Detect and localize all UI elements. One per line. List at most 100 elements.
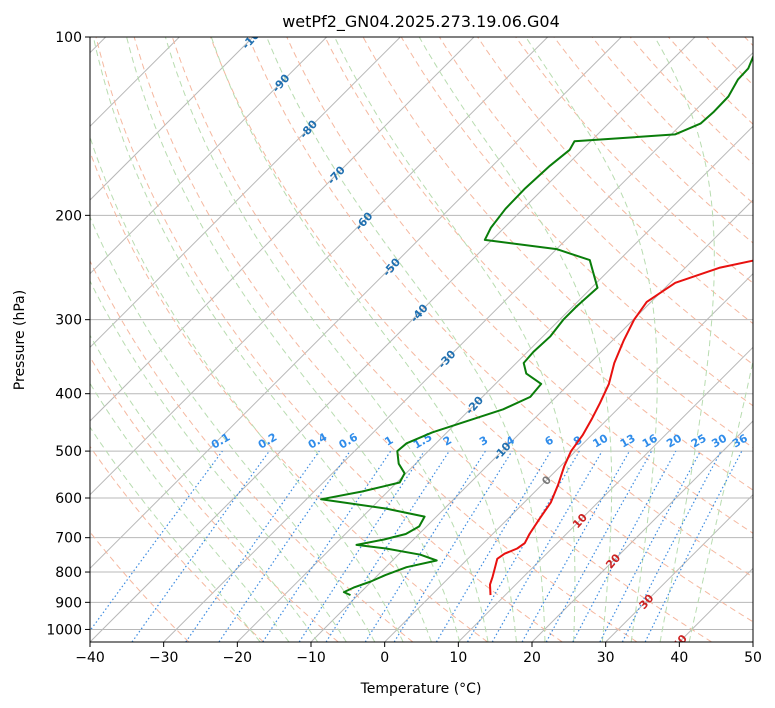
moist-adiabat-line — [418, 37, 613, 642]
isotherm-line — [531, 420, 753, 642]
mixing-ratio-label: 6 — [543, 433, 556, 448]
y-axis-ticks: 100 200 300 400 500 600 700 800 900 1000 — [46, 30, 90, 638]
mixing-ratio-lines — [90, 450, 743, 642]
dry-adiabat-line — [248, 37, 753, 578]
mixing-ratio-label: 1 — [382, 434, 395, 449]
moist-adiabat-line — [126, 37, 461, 642]
plot-area: 0.1 0.2 0.4 0.6 1 1.5 2 3 4 6 8 10 13 16 20 25 30 36-100-… — [90, 37, 753, 642]
dry-adiabat-line — [90, 259, 414, 642]
dewpoint-line — [320, 54, 753, 597]
x-tick-label: 0 — [380, 650, 389, 666]
chart-title: wetPf2_GN04.2025.273.19.06.G04 — [282, 12, 560, 32]
moist-adiabat-line — [654, 37, 715, 642]
isotherm-line — [90, 37, 549, 496]
mixing-ratio-label: 0.1 — [209, 431, 232, 452]
y-tick-label: 900 — [55, 595, 82, 611]
moist-adiabat-line — [90, 215, 376, 642]
dry-adiabat-line — [324, 37, 753, 491]
mixing-ratio-line — [435, 450, 552, 642]
dry-adiabat-line — [90, 531, 190, 642]
dry-adiabat-line — [668, 37, 753, 125]
mixing-ratio-line — [325, 450, 450, 642]
dry-adiabat-line — [744, 37, 753, 47]
dry-adiabat-line — [90, 445, 264, 642]
isotherm-line — [90, 37, 475, 422]
moist-adiabat-line — [90, 426, 261, 642]
moist-adiabat-line — [266, 37, 546, 642]
dry-adiabat-line — [706, 37, 753, 86]
x-tick-label: −40 — [75, 650, 105, 666]
mixing-ratio-label: 25 — [689, 432, 709, 451]
mixing-ratio-label: 13 — [618, 432, 638, 451]
y-tick-label: 100 — [55, 30, 82, 46]
x-axis-label: Temperature (°C) — [360, 681, 482, 697]
mixing-ratio-label: 16 — [640, 431, 660, 450]
dry-adiabat-line — [591, 37, 753, 204]
isotherm-line — [605, 493, 753, 642]
adiabat-labels: 0.1 0.2 0.4 0.6 1 1.5 2 3 4 6 8 10 13 16 20 25 30 36-100-… — [209, 37, 750, 642]
mixing-ratio-label: 3 — [477, 434, 490, 449]
x-tick-label: −10 — [296, 650, 326, 666]
moist-adiabat-line — [90, 135, 404, 642]
mixing-ratio-label: 2 — [441, 434, 454, 449]
mixing-ratio-line — [545, 450, 653, 642]
mixing-ratio-line — [262, 450, 392, 642]
dry-adiabat-line — [515, 37, 753, 284]
mixing-ratio-label: 0.4 — [306, 430, 330, 451]
plot-frame — [89, 36, 754, 643]
dry-adiabat-line — [171, 37, 712, 642]
moist-adiabat-line — [90, 382, 290, 642]
moist-adiabat-line — [164, 37, 489, 642]
mixing-ratio-line — [185, 450, 320, 642]
mixing-ratio-line — [572, 450, 677, 642]
y-tick-label: 400 — [55, 387, 82, 403]
isotherm-line — [90, 37, 328, 275]
x-tick-label: 20 — [523, 650, 541, 666]
dry-adiabat-line — [210, 37, 753, 623]
mixing-ratio-line — [131, 450, 270, 642]
dry-adiabat-line — [90, 356, 339, 642]
mixing-ratio-line — [644, 450, 743, 642]
dry-adiabats — [90, 37, 753, 642]
moist-adiabat-line — [525, 37, 658, 642]
moist-adiabat-line — [688, 358, 753, 642]
y-tick-label: 300 — [55, 313, 82, 329]
y-tick-label: 1000 — [46, 622, 82, 638]
isotherm-line — [90, 37, 622, 570]
mixing-ratio-line — [298, 450, 425, 642]
isotherm-line — [310, 199, 753, 642]
isotherm-grid — [90, 37, 753, 642]
dry-adiabat-line — [286, 37, 753, 534]
isotherm-line — [163, 51, 753, 642]
mixing-ratio-line — [393, 450, 513, 642]
moist-adiabat-line — [334, 37, 576, 642]
dry-adiabat-line — [95, 37, 563, 642]
moist-adiabats — [90, 37, 753, 642]
moist-adiabat-line — [92, 37, 432, 642]
profile-lines — [320, 54, 753, 597]
x-tick-label: −20 — [223, 650, 253, 666]
isotherm-line — [752, 641, 753, 642]
isotherm-line — [457, 346, 753, 642]
mixing-ratio-line — [218, 450, 351, 642]
y-tick-label: 800 — [55, 565, 82, 581]
x-tick-label: 10 — [449, 650, 467, 666]
temperature-line — [489, 259, 753, 596]
y-tick-label: 700 — [55, 531, 82, 547]
y-tick-label: 600 — [55, 491, 82, 507]
mixing-ratio-line — [90, 450, 223, 632]
isotherm-line — [384, 272, 753, 642]
mixing-ratio-line — [599, 450, 702, 642]
mixing-ratio-label: 10 — [591, 431, 611, 450]
y-tick-label: 200 — [55, 208, 82, 224]
moist-adiabat-line — [90, 279, 347, 642]
dry-adiabat-line — [477, 37, 753, 325]
mixing-ratio-label: 36 — [730, 431, 750, 450]
dry-adiabat-line — [90, 150, 488, 642]
x-axis-ticks: −40 −30 −20 −10 0 10 20 30 40 50 — [75, 642, 762, 666]
x-tick-label: −30 — [149, 650, 179, 666]
dry-adiabat-line — [133, 37, 638, 642]
isotherm-line — [678, 567, 753, 642]
x-tick-label: 30 — [597, 650, 615, 666]
